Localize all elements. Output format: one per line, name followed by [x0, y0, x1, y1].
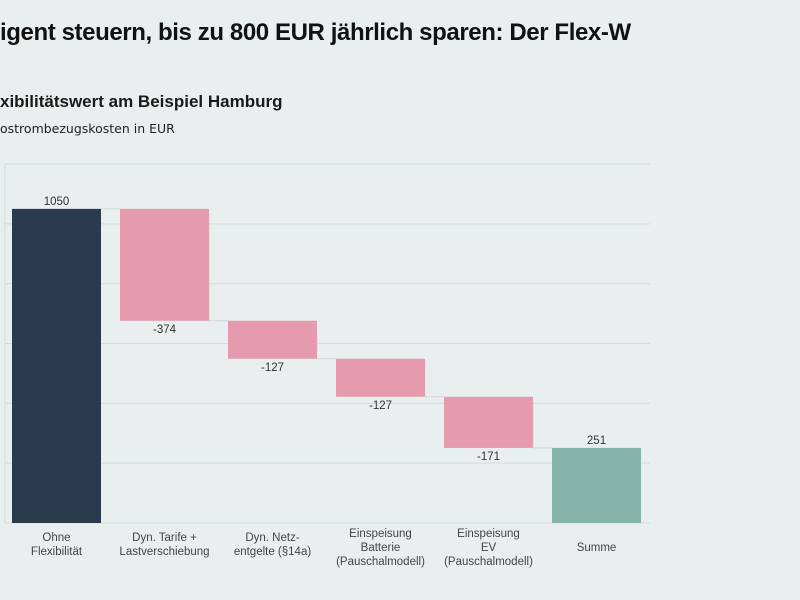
data-label: -171: [477, 451, 500, 463]
category-label: Einspeisung: [457, 528, 520, 540]
bar-2: [228, 320, 317, 359]
category-label: Dyn. Netz-: [245, 532, 299, 544]
category-label: Ohne: [42, 532, 70, 544]
bar-3: [336, 358, 425, 397]
category-label: Batterie: [361, 542, 401, 554]
bar-5: [552, 447, 641, 523]
data-label: -374: [153, 324, 177, 336]
category-label: Lastverschiebung: [119, 546, 209, 558]
data-label: 251: [587, 435, 606, 447]
category-label: Dyn. Tarife +: [132, 532, 197, 544]
category-label: EV: [481, 542, 497, 554]
bar-0: [12, 208, 101, 523]
chart-caption: ostrombezugskosten in EUR: [0, 121, 175, 136]
data-label: 1050: [44, 196, 70, 208]
bar-4: [444, 396, 533, 448]
chart-title: xibilitätswert am Beispiel Hamburg: [0, 92, 283, 111]
page-title: igent steuern, bis zu 800 EUR jährlich s…: [0, 19, 631, 46]
category-label: Summe: [577, 542, 617, 554]
category-label: Einspeisung: [349, 528, 412, 540]
data-label: -127: [369, 400, 392, 412]
data-label: -127: [261, 362, 284, 374]
category-label: (Pauschalmodell): [336, 556, 425, 568]
category-label: entgelte (§14a): [234, 546, 312, 558]
category-label: Flexibilität: [31, 546, 83, 558]
category-label: (Pauschalmodell): [444, 556, 533, 568]
bar-1: [120, 208, 209, 321]
